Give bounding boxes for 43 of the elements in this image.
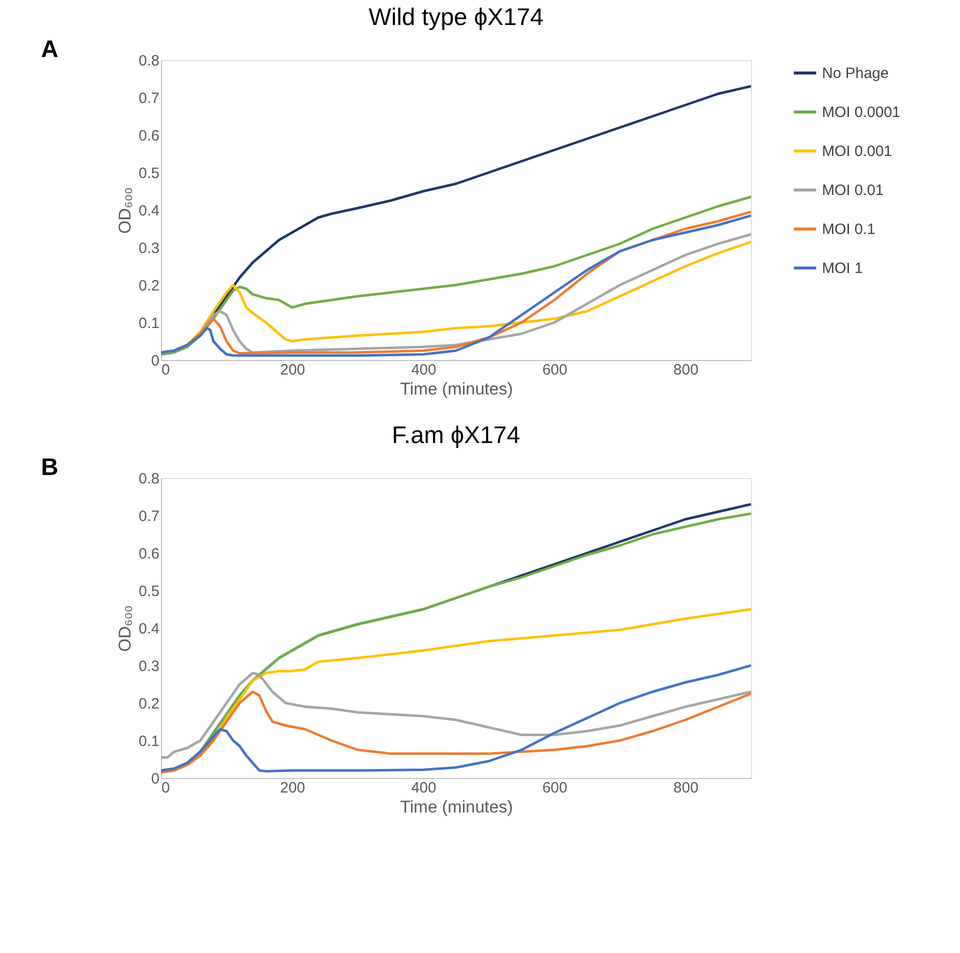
legend-label: MOI 0.1 <box>822 221 876 238</box>
legend-label: MOI 1 <box>822 260 863 277</box>
chart-title: Wild type ϕX174 <box>368 4 544 31</box>
y-axis-title: OD₆₀₀ <box>116 187 135 234</box>
line-series <box>161 664 751 772</box>
x-tick-label: 600 <box>542 362 568 378</box>
y-tick-label: 0.2 <box>138 696 160 712</box>
line-series <box>161 672 751 759</box>
x-tick-label: 400 <box>411 780 436 796</box>
y-tick-label: 0.8 <box>138 52 160 70</box>
legend-label: MOI 0.0001 <box>822 104 900 121</box>
x-tick-label: 0 <box>162 780 170 796</box>
y-tick-label: 0.7 <box>138 508 160 525</box>
x-tick-label: 0 <box>162 362 170 378</box>
chart-title: F.am ϕX174 <box>392 422 520 449</box>
legend-label: MOI 0.001 <box>822 143 892 160</box>
x-tick-label: 600 <box>542 780 568 796</box>
y-tick-label: 0.3 <box>138 658 160 675</box>
y-tick-label: 0.5 <box>138 165 160 182</box>
text: B <box>41 454 58 481</box>
y-tick-label: 0.6 <box>138 128 160 144</box>
y-tick-label: 0.4 <box>138 202 160 220</box>
x-tick-label: 800 <box>673 780 698 796</box>
y-tick-label: 0.3 <box>138 240 160 257</box>
x-tick-label: 800 <box>673 362 698 378</box>
y-tick-label: 0.1 <box>138 733 160 750</box>
text: A <box>41 36 58 63</box>
y-tick-label: 0.7 <box>138 90 160 107</box>
x-axis-title: Time (minutes) <box>400 798 513 816</box>
legend-label: MOI 0.01 <box>822 182 884 199</box>
y-axis-title: OD₆₀₀ <box>116 605 135 652</box>
y-tick-label: 0.5 <box>138 583 160 600</box>
x-tick-label: 200 <box>280 780 306 796</box>
y-tick-label: 0.4 <box>138 620 160 638</box>
y-tick-label: 0.2 <box>138 278 160 294</box>
y-tick-label: 0.1 <box>138 315 160 332</box>
x-axis-title: Time (minutes) <box>400 380 513 398</box>
x-tick-label: 200 <box>280 362 306 378</box>
y-tick-label: 0.8 <box>138 470 160 488</box>
y-tick-label: 0.6 <box>138 546 160 562</box>
line-series <box>161 690 751 774</box>
legend-label: No Phage <box>822 65 889 82</box>
x-tick-label: 400 <box>411 362 436 378</box>
